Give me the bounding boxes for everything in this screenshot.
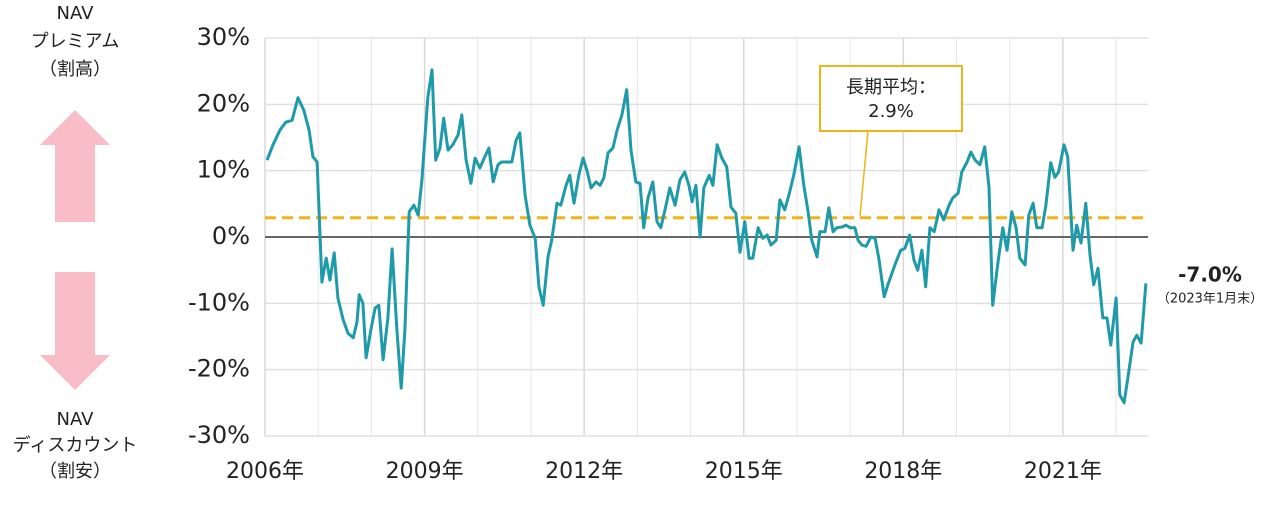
- y-tick-label: 20%: [197, 89, 250, 117]
- y-tick-label: -20%: [188, 355, 250, 383]
- x-tick-label: 2009年: [386, 459, 464, 484]
- x-tick-label: 2012年: [545, 459, 623, 484]
- data-line: [265, 68, 1148, 405]
- side-label: ディスカウント: [13, 435, 138, 456]
- end-value-label: -7.0%: [1178, 263, 1242, 287]
- discount-arrow: [40, 272, 110, 390]
- x-tick-label: 2006年: [226, 459, 304, 484]
- callout-value: 2.9%: [868, 101, 914, 122]
- x-tick-label: 2021年: [1024, 459, 1102, 484]
- side-label: （割安）: [39, 461, 111, 482]
- y-tick-label: -30%: [188, 421, 250, 449]
- side-label: プレミアム: [31, 31, 120, 52]
- callout-leader: [859, 130, 869, 216]
- premium-arrow: [40, 110, 110, 222]
- y-tick-label: 0%: [212, 222, 250, 250]
- end-date-note: （2023年1月末）: [1157, 292, 1263, 307]
- callout-title: 長期平均：: [846, 77, 936, 98]
- callout-box: [819, 65, 963, 132]
- y-tick-label: 10%: [197, 156, 250, 184]
- x-tick-label: 2015年: [705, 459, 783, 484]
- x-tick-label: 2018年: [864, 459, 942, 484]
- y-tick-label: 30%: [197, 23, 250, 51]
- side-label: NAV: [57, 409, 95, 430]
- side-label: （割高）: [39, 59, 111, 80]
- side-label: NAV: [57, 3, 95, 24]
- y-tick-label: -10%: [188, 288, 250, 316]
